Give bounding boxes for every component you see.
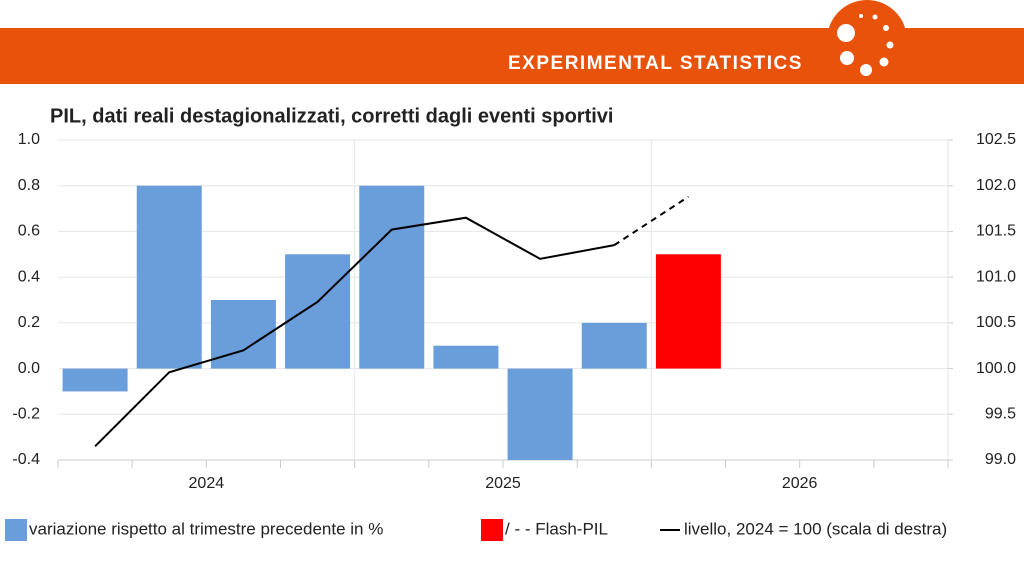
legend-label: livello, 2024 = 100 (scala di destra): [684, 519, 947, 538]
logo: [827, 0, 907, 80]
x-year-label: 2024: [189, 475, 225, 492]
bar: [136, 185, 202, 369]
y-tick-label: 0.6: [18, 223, 40, 240]
banner-text: EXPERIMENTAL STATISTICS: [508, 53, 803, 74]
legend-swatch: [481, 519, 503, 541]
bar: [581, 322, 647, 369]
y2-tick-label: 101.0: [976, 268, 1016, 285]
y-tick-label: 0.2: [18, 314, 40, 331]
y2-tick-label: 99.5: [985, 406, 1016, 423]
y-tick-label: 1.0: [18, 131, 40, 148]
y2-tick-label: 102.5: [976, 131, 1016, 148]
bar: [507, 368, 573, 460]
x-year-label: 2026: [782, 475, 818, 492]
y-tick-label: 0.4: [18, 268, 40, 285]
y2-tick-label: 100.0: [976, 360, 1016, 377]
level-line: [94, 216, 615, 447]
bar: [359, 185, 425, 369]
y-tick-label: -0.2: [12, 406, 40, 423]
y-tick-label: -0.4: [12, 451, 40, 468]
y-tick-label: 0.0: [18, 360, 40, 377]
x-year-label: 2025: [485, 475, 521, 492]
bar: [62, 368, 128, 392]
y2-tick-label: 101.5: [976, 223, 1016, 240]
y2-tick-label: 100.5: [976, 314, 1016, 331]
y2-tick-label: 102.0: [976, 177, 1016, 194]
flash-line: [613, 195, 689, 246]
bar: [655, 254, 721, 369]
bar: [285, 254, 351, 369]
legend-swatch: [5, 519, 27, 541]
chart-title: PIL, dati reali destagionalizzati, corre…: [50, 105, 613, 127]
bar: [433, 345, 499, 369]
y-tick-label: 0.8: [18, 177, 40, 194]
legend-label: / - - Flash-PIL: [505, 519, 608, 538]
legend-label: variazione rispetto al trimestre precede…: [29, 519, 383, 538]
y2-tick-label: 99.0: [985, 451, 1016, 468]
